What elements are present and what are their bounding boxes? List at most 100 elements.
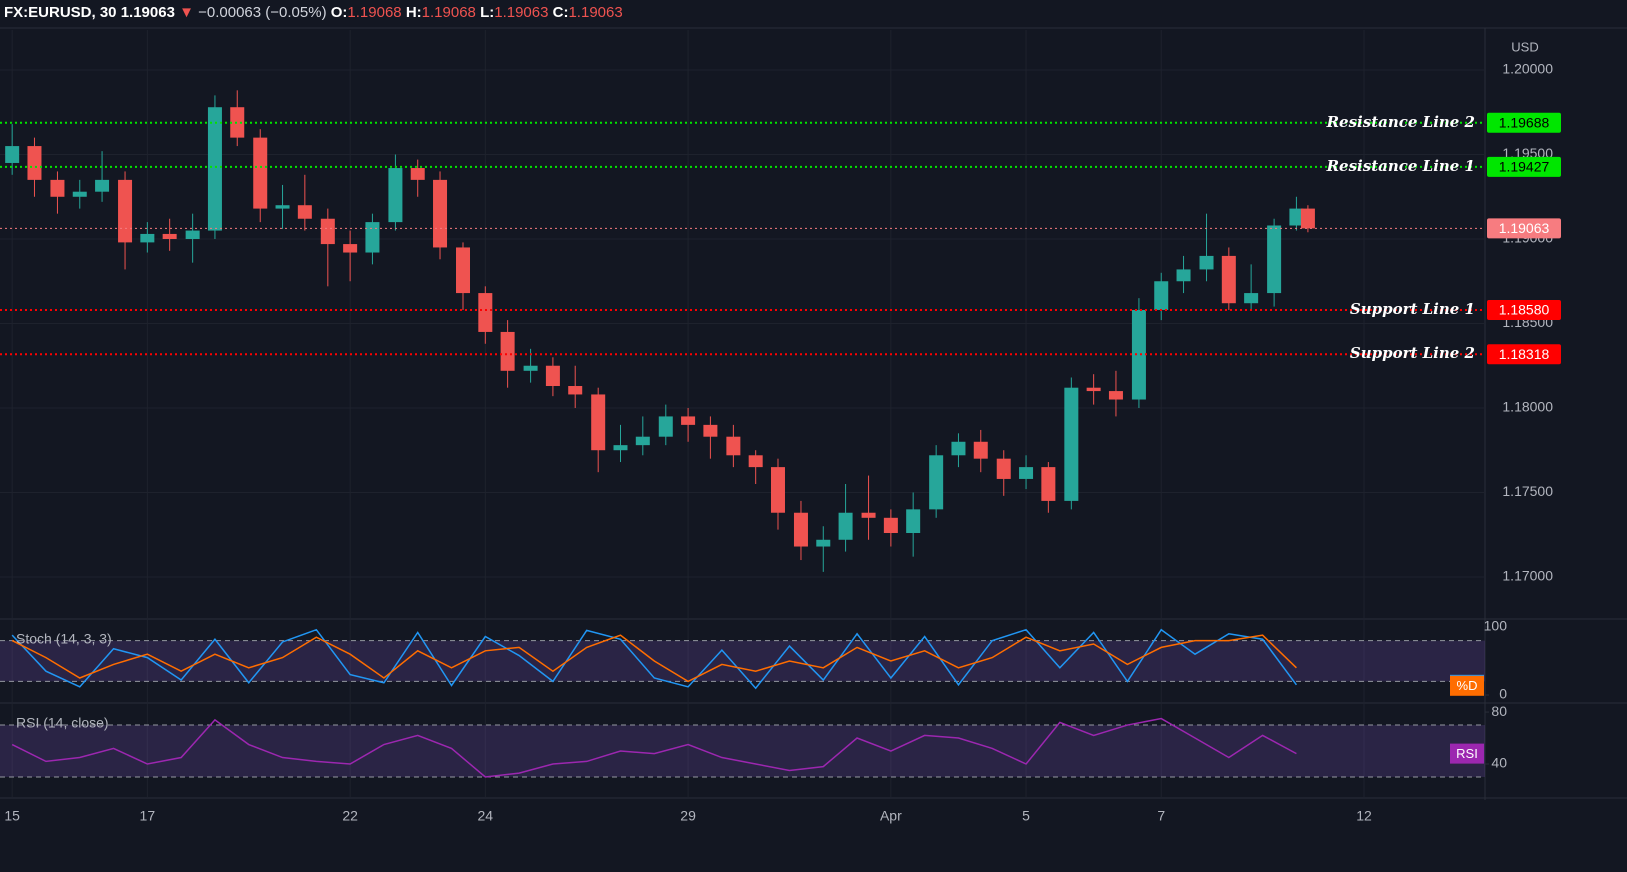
candle-body <box>838 512 853 540</box>
candle-body <box>478 293 493 332</box>
band-fill <box>0 725 1485 777</box>
candle-body <box>320 218 335 245</box>
indicator-line <box>11 634 1297 683</box>
candle-body <box>1154 281 1169 310</box>
x-tick-label: 29 <box>680 808 696 824</box>
x-tick-label: 22 <box>342 808 358 824</box>
candle-body <box>95 179 110 192</box>
y-tick-label: 0 <box>1499 686 1507 702</box>
candle-body <box>275 205 290 209</box>
level-name: Support Line 2 <box>1350 344 1475 362</box>
candle-body <box>973 441 988 459</box>
legend-label: %D <box>1457 678 1478 693</box>
x-tick-label: 24 <box>478 808 494 824</box>
arrow: ▼ <box>179 4 194 21</box>
candle-body <box>185 230 200 240</box>
y-tick-label: 1.17000 <box>1502 568 1553 584</box>
indicator-line <box>11 717 1297 778</box>
candle-body <box>523 365 538 371</box>
candle-body <box>1244 293 1259 304</box>
level-price-box <box>1487 299 1561 320</box>
level-price: 1.19688 <box>1499 114 1550 130</box>
candle-body <box>365 222 380 253</box>
candle-body <box>1176 269 1191 282</box>
x-tick-label: 7 <box>1157 808 1165 824</box>
candle-body <box>726 436 741 456</box>
y-tick-label: 100 <box>1484 618 1508 634</box>
candle-body <box>545 365 560 387</box>
candle-body <box>1267 225 1282 294</box>
candle-body <box>613 445 628 451</box>
candle-body <box>1199 255 1214 270</box>
l-label: L: <box>480 4 495 21</box>
indicator-line <box>11 628 1298 690</box>
x-tick-label: 5 <box>1022 808 1030 824</box>
candle-body <box>793 512 808 547</box>
level-price: 1.19427 <box>1499 159 1550 175</box>
candle-body <box>996 458 1011 479</box>
candle-body <box>816 539 831 547</box>
candle-body <box>1064 387 1079 501</box>
candle-body <box>1041 467 1056 501</box>
o-label: O: <box>330 4 348 21</box>
high: 1.19068 <box>421 4 476 21</box>
pane-title: Stoch (14, 3, 3) <box>16 631 112 647</box>
close: 1.19063 <box>568 4 623 21</box>
candle-body <box>568 386 583 395</box>
candle-body <box>140 233 155 243</box>
candle-body <box>906 509 921 534</box>
candle-body <box>635 436 650 446</box>
c-label: C: <box>552 4 569 21</box>
candle-body <box>253 137 268 209</box>
symbol: FX:EURUSD, 30 <box>4 4 117 21</box>
legend-tag <box>1450 743 1484 764</box>
legend-label: RSI <box>1456 746 1478 761</box>
open: 1.19068 <box>347 4 402 21</box>
x-tick-label: 15 <box>4 808 20 824</box>
y-tick-label: 40 <box>1491 755 1507 771</box>
y-tick-label: 80 <box>1491 703 1507 719</box>
candle-body <box>1289 208 1304 226</box>
candle-body <box>1300 208 1315 229</box>
candle-body <box>5 146 20 163</box>
candle-body <box>230 107 245 138</box>
change: −0.00063 (−0.05%) <box>198 4 327 21</box>
candle-body <box>72 191 87 197</box>
candle-body <box>162 233 177 240</box>
header: FX:EURUSD, 30 1.19063 ▼ −0.00063 (−0.05%… <box>0 0 1627 26</box>
candle-body <box>861 512 876 518</box>
last-price: 1.19063 <box>120 4 175 21</box>
level-price-box <box>1487 112 1561 133</box>
h-label: H: <box>405 4 422 21</box>
candle-body <box>681 416 696 425</box>
level-price-box <box>1487 218 1561 239</box>
candle-body <box>456 247 471 294</box>
y-tick-label: 1.20000 <box>1502 61 1553 77</box>
candle-body <box>591 394 606 451</box>
low: 1.19063 <box>494 4 549 21</box>
level-price: 1.18318 <box>1499 346 1550 362</box>
candle-body <box>1019 467 1034 479</box>
candle-body <box>951 441 966 456</box>
y-tick-label: 1.17500 <box>1502 483 1553 499</box>
level-price: 1.19063 <box>1499 220 1550 236</box>
candle-body <box>410 168 425 180</box>
candle-body <box>118 179 133 243</box>
pane-title: RSI (14, close) <box>16 715 109 731</box>
candle-body <box>1221 255 1236 304</box>
band-fill <box>0 640 1485 682</box>
candle-body <box>500 331 515 371</box>
candle-body <box>883 517 898 534</box>
candle-body <box>433 179 448 248</box>
level-price-box <box>1487 156 1561 177</box>
currency: USD <box>1511 39 1538 54</box>
candle-body <box>703 424 718 437</box>
level-name: Resistance Line 1 <box>1326 157 1475 175</box>
candle-body <box>27 146 42 180</box>
candle-body <box>207 107 222 231</box>
level-price-box <box>1487 344 1561 365</box>
candle-body <box>343 244 358 253</box>
candle-body <box>50 179 65 197</box>
candle-body <box>929 455 944 510</box>
